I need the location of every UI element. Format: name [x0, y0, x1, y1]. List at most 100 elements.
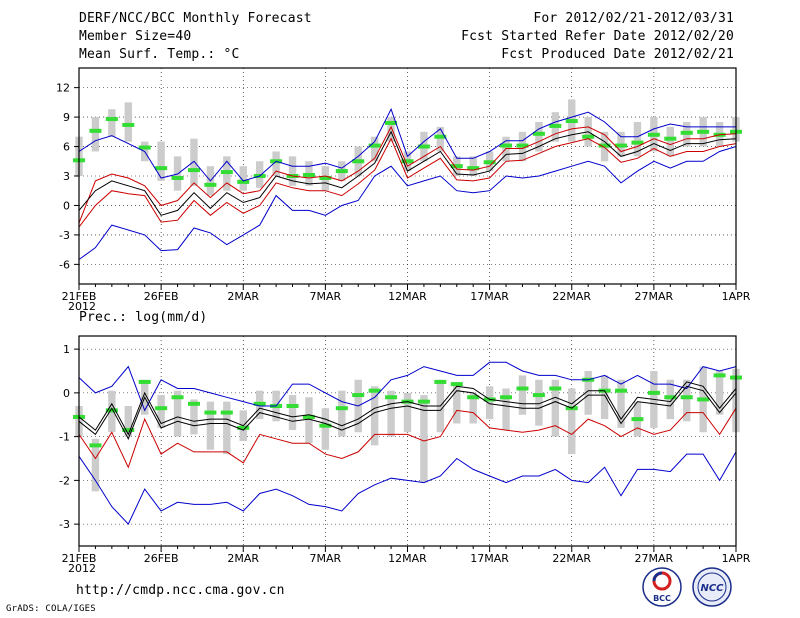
prec-range-bar: [124, 406, 132, 437]
prec-series-upper: [78, 381, 737, 436]
prec-median-mark: [532, 393, 545, 398]
temp-year-label: 2012: [68, 300, 96, 313]
temp-median-mark: [171, 175, 184, 180]
prec-range-bar: [420, 395, 428, 483]
prec-range-bar: [370, 386, 379, 446]
prec-median-mark: [105, 408, 118, 413]
prec-series-min: [78, 451, 737, 525]
temp-xtick-label: 7MAR: [310, 290, 342, 303]
prec-range-bar: [715, 371, 724, 415]
prec-range-bar: [502, 388, 510, 431]
prec-xtick-label: 12MAR: [388, 552, 427, 565]
temp-median-mark: [467, 166, 480, 171]
prec-range-bar: [157, 395, 165, 428]
temp-series-min: [78, 146, 737, 260]
temp-median-mark: [549, 123, 562, 128]
temp-range-bar: [108, 109, 116, 137]
temp-range-bar: [239, 166, 247, 191]
ncc-logo-text: NCC: [700, 583, 724, 594]
prec-median-mark: [171, 395, 184, 400]
temp-median-mark: [155, 166, 168, 171]
bcc-logo: BCC: [642, 567, 682, 607]
prec-xtick-label: 1APR: [722, 552, 751, 565]
prec-xtick-label: 21FEB: [62, 552, 97, 565]
prec-range-bar: [469, 392, 477, 424]
prec-median-mark: [434, 379, 447, 384]
prec-range-bar: [190, 399, 198, 435]
prec-ytick-label: 1: [63, 343, 70, 356]
prec-median-mark: [647, 390, 660, 395]
temp-median-mark: [319, 175, 332, 180]
member-size-label: Member Size=40: [79, 29, 192, 44]
grads-credit: GrADS: COLA/IGES: [6, 604, 96, 614]
temp-median-mark: [122, 122, 135, 127]
prec-range-bar: [403, 392, 412, 433]
prec-median-mark: [286, 404, 299, 408]
temp-median-mark: [615, 143, 628, 148]
temp-xtick-label: 1APR: [722, 290, 751, 303]
prec-median-mark: [220, 410, 233, 415]
prec-median-mark: [253, 401, 266, 406]
temp-median-mark: [417, 144, 430, 149]
prec-median-mark: [631, 417, 644, 422]
chart-title: DERF/NCC/BCC Monthly Forecast: [79, 11, 312, 26]
prec-median-mark: [368, 388, 381, 393]
temp-ytick-label: -6: [59, 258, 70, 271]
temp-median-mark: [516, 143, 529, 148]
temp-ytick-label: 12: [56, 82, 70, 95]
temp-ytick-label: -3: [59, 229, 70, 242]
prec-series-max: [78, 361, 737, 412]
prec-median-mark: [187, 401, 200, 406]
prec-range-bar: [206, 401, 215, 450]
temp-median-mark: [187, 168, 200, 173]
prec-ytick-label: -1: [59, 431, 70, 444]
prec-xtick-label: 17MAR: [470, 552, 509, 565]
temp-median-mark: [434, 134, 447, 139]
temp-series-max: [78, 107, 736, 182]
prec-series-lower: [78, 407, 737, 469]
prec-range-bar: [173, 390, 182, 437]
prec-median-mark: [155, 406, 168, 411]
prec-range-bar: [91, 438, 100, 492]
temp-series-mean: [78, 130, 737, 216]
temp-median-mark: [664, 136, 677, 141]
prec-xtick-label: 2MAR: [227, 552, 259, 565]
forecast-start-date: Fcst Started Refer Date 2012/02/20: [461, 29, 734, 44]
prec-range-bar: [551, 379, 560, 437]
temp-range-bar: [288, 156, 297, 186]
prec-xtick-label: 27MAR: [635, 552, 674, 565]
temp-range-bar: [436, 126, 445, 152]
prec-median-mark: [335, 406, 348, 411]
prec-median-mark: [500, 395, 513, 400]
temp-median-mark: [680, 130, 693, 135]
temp-median-mark: [500, 143, 513, 148]
prec-median-mark: [450, 382, 463, 387]
prec-range-bar: [568, 388, 576, 455]
prec-range-bar: [305, 397, 313, 444]
prec-range-bar: [387, 390, 395, 437]
temp-range-bar: [272, 151, 280, 176]
temp-range-bar: [370, 136, 379, 162]
temp-median-mark: [237, 179, 250, 184]
temp-median-mark: [565, 119, 578, 124]
temp-median-mark: [385, 120, 398, 125]
temp-xtick-label: 27MAR: [635, 290, 674, 303]
forecast-period: For 2012/02/21-2012/03/31: [533, 11, 734, 26]
temp-median-mark: [204, 182, 217, 187]
prec-median-mark: [615, 388, 628, 393]
website-url[interactable]: http://cmdp.ncc.cma.gov.cn: [76, 583, 285, 598]
prec-median-mark: [204, 410, 217, 415]
temp-range-bar: [91, 117, 100, 152]
temp-median-mark: [582, 134, 595, 139]
prec-range-bar: [288, 395, 297, 431]
prec-median-mark: [417, 399, 430, 404]
prec-range-bar: [666, 379, 674, 420]
temp-ytick-label: 9: [63, 111, 70, 124]
temp-xtick-label: 26FEB: [144, 290, 179, 303]
temp-range-bar: [387, 117, 395, 142]
temp-median-mark: [450, 164, 463, 169]
prec-xtick-label: 26FEB: [144, 552, 179, 565]
prec-range-bar: [485, 386, 494, 420]
